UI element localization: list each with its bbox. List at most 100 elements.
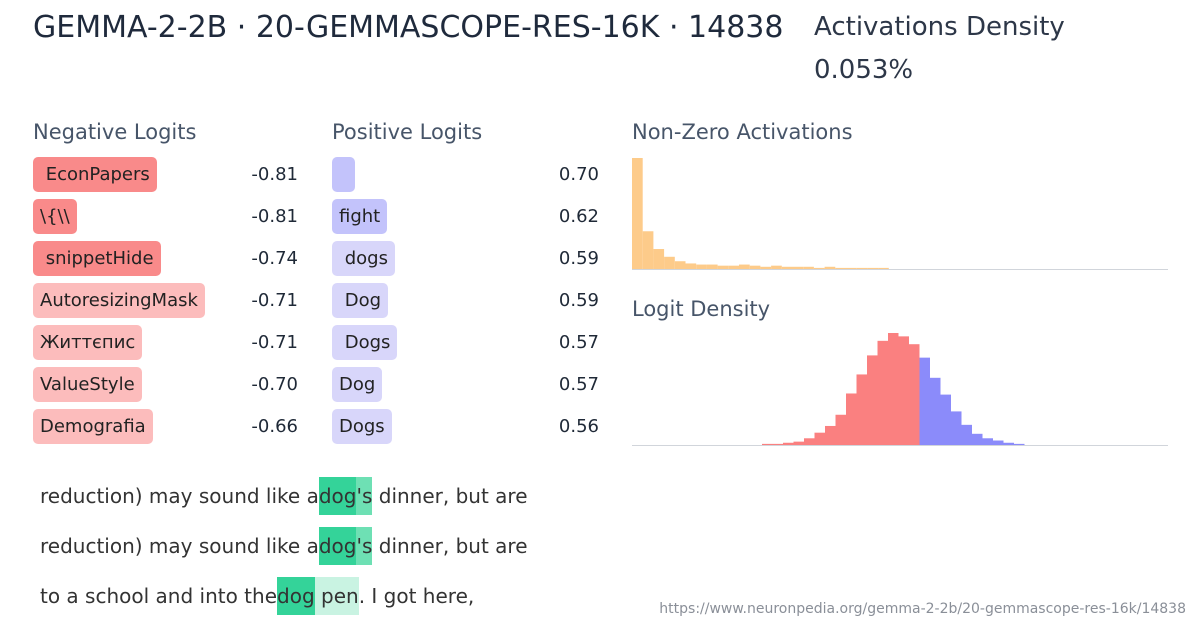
- logit-bar: [1014, 443, 1025, 445]
- activation-bar: [685, 263, 697, 269]
- negative-label: Negative Logits: [33, 120, 197, 144]
- example-token: pen: [314, 577, 359, 615]
- activation-bar: [728, 265, 739, 269]
- logit-value: -0.71: [251, 332, 298, 353]
- logit-value: -0.74: [251, 248, 298, 269]
- logit-value: -0.66: [251, 416, 298, 437]
- logit-value: -0.81: [251, 206, 298, 227]
- logit-bar: [783, 442, 794, 445]
- token-chip: \{\\: [33, 199, 77, 234]
- logit-bar: [951, 411, 962, 445]
- activation-bar: [878, 267, 889, 269]
- logit-bar: [898, 336, 909, 445]
- activation-bar: [792, 266, 804, 269]
- example-token: 's: [356, 477, 373, 515]
- example-token: 's: [356, 527, 373, 565]
- token-chip: fight: [332, 199, 388, 234]
- logit-bar: [804, 438, 815, 445]
- activation-bar: [835, 267, 846, 269]
- example-line: reduction) may sound like adog's dinner,…: [40, 477, 528, 515]
- logit-bar: [762, 443, 773, 445]
- positive-label: Positive Logits: [332, 120, 483, 144]
- logit-bar: [919, 357, 930, 445]
- logit-bar: [793, 441, 804, 445]
- example-token: reduction) may sound like a: [40, 534, 319, 558]
- logit-bar: [982, 438, 993, 445]
- logit-bar: [909, 344, 920, 445]
- activation-bar: [749, 265, 761, 269]
- token-chip: Життєпис: [33, 325, 143, 360]
- activations-label: Non-Zero Activations: [632, 120, 853, 144]
- token-chip: Dog: [332, 367, 383, 402]
- logit-bar: [877, 340, 888, 445]
- activation-bar: [824, 266, 836, 269]
- logit-bar: [993, 440, 1004, 445]
- title: GEMMA-2-2B · 20-GEMMASCOPE-RES-16K · 148…: [33, 10, 784, 45]
- token-chip: EconPapers: [33, 157, 157, 192]
- logit-bar: [1003, 442, 1014, 445]
- logit-bar: [867, 355, 878, 445]
- activation-bar: [856, 267, 868, 269]
- url: https://www.neuronpedia.org/gemma-2-2b/2…: [659, 601, 1186, 617]
- activation-bar: [867, 267, 879, 269]
- logit-value: 0.57: [558, 332, 599, 353]
- logit-bar: [856, 374, 867, 445]
- activation-bar: [803, 266, 814, 269]
- activation-bar: [674, 261, 686, 269]
- activation-bar: [760, 266, 772, 269]
- token-chip: AutoresizingMask: [33, 283, 205, 318]
- token-chip: Dogs: [332, 325, 398, 360]
- logit-bar: [930, 377, 941, 445]
- logit-bar: [888, 333, 899, 445]
- logit-value: 0.57: [558, 374, 599, 395]
- token-chip: [332, 157, 355, 192]
- logit-bar: [825, 425, 836, 445]
- example-token: reduction) may sound like a: [40, 484, 319, 508]
- example-token: dog: [277, 577, 315, 615]
- token-chip: snippetHide: [33, 241, 161, 276]
- example-token: to a school and into the: [40, 584, 278, 608]
- activation-bar: [696, 264, 707, 269]
- logit-value: -0.81: [251, 164, 298, 185]
- activation-bar: [771, 265, 782, 269]
- token-chip: Dog: [332, 283, 389, 318]
- density-label: Activations Density: [814, 12, 1065, 42]
- logit-bar: [814, 432, 825, 445]
- density-value: 0.053%: [814, 55, 914, 85]
- logit-bar: [940, 394, 951, 445]
- logit-bar: [972, 433, 983, 445]
- logit-value: 0.59: [558, 290, 599, 311]
- token-chip: dogs: [332, 241, 395, 276]
- activation-bar: [846, 267, 857, 269]
- example-token: dog: [318, 477, 357, 515]
- logit-bar: [846, 393, 857, 445]
- activation-bar: [706, 264, 718, 269]
- example-line: to a school and into thedog pen. I got h…: [40, 577, 474, 615]
- logit-value: -0.70: [251, 374, 298, 395]
- activation-bar: [813, 267, 825, 269]
- token-chip: Dogs: [332, 409, 392, 444]
- logit-bar: [772, 443, 783, 445]
- activation-bar: [664, 256, 675, 269]
- activation-bar: [717, 265, 729, 269]
- logit-bar: [835, 414, 846, 445]
- activation-bar: [632, 158, 643, 269]
- logit-value: -0.71: [251, 290, 298, 311]
- logit-value: 0.70: [558, 164, 599, 185]
- example-token: dog: [318, 527, 357, 565]
- logit-density-label: Logit Density: [632, 297, 771, 321]
- token-chip: ValueStyle: [33, 367, 142, 402]
- activation-bar: [781, 266, 793, 269]
- activation-bar: [653, 249, 665, 269]
- logit-value: 0.59: [558, 248, 599, 269]
- example-token: dinner, but are: [372, 534, 528, 558]
- logit-bar: [961, 424, 972, 445]
- example-line: reduction) may sound like adog's dinner,…: [40, 527, 528, 565]
- logit-value: 0.56: [558, 416, 599, 437]
- activation-bar: [642, 231, 654, 269]
- activation-bar: [739, 264, 750, 269]
- example-token: . I got here,: [358, 584, 475, 608]
- token-chip: Demografia: [33, 409, 153, 444]
